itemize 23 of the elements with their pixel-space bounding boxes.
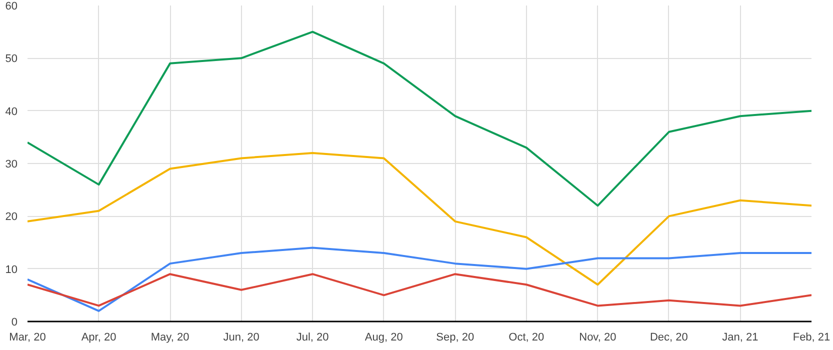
- y-tick-label: 60: [5, 0, 18, 12]
- line-series: [28, 30, 812, 207]
- x-tick-label: Sep, 20: [436, 332, 474, 344]
- x-tick-label: Aug, 20: [364, 332, 403, 344]
- x-tick-label: Jan, 21: [722, 332, 758, 344]
- x-tick-label: May, 20: [150, 332, 190, 344]
- y-tick-label: 50: [5, 53, 18, 66]
- x-tick-label: Nov, 20: [579, 332, 616, 344]
- y-tick-label: 10: [5, 264, 18, 276]
- x-tick-label: Apr, 20: [81, 332, 116, 344]
- line-series: [28, 246, 812, 312]
- x-tick-label: Dec, 20: [650, 332, 688, 344]
- y-tick-label: 0: [11, 316, 18, 328]
- line-series: [28, 273, 812, 307]
- line-series: [28, 152, 812, 286]
- x-tick-label: Jul, 20: [296, 332, 329, 344]
- x-tick-label: Oct, 20: [508, 332, 544, 344]
- x-tick-label: Feb, 21: [792, 332, 830, 344]
- y-tick-label: 20: [5, 211, 18, 224]
- x-tick-label: Mar, 20: [9, 332, 46, 344]
- x-tick-label: Jun, 20: [223, 332, 260, 344]
- y-tick-label: 40: [5, 106, 18, 118]
- y-tick-label: 30: [5, 158, 18, 170]
